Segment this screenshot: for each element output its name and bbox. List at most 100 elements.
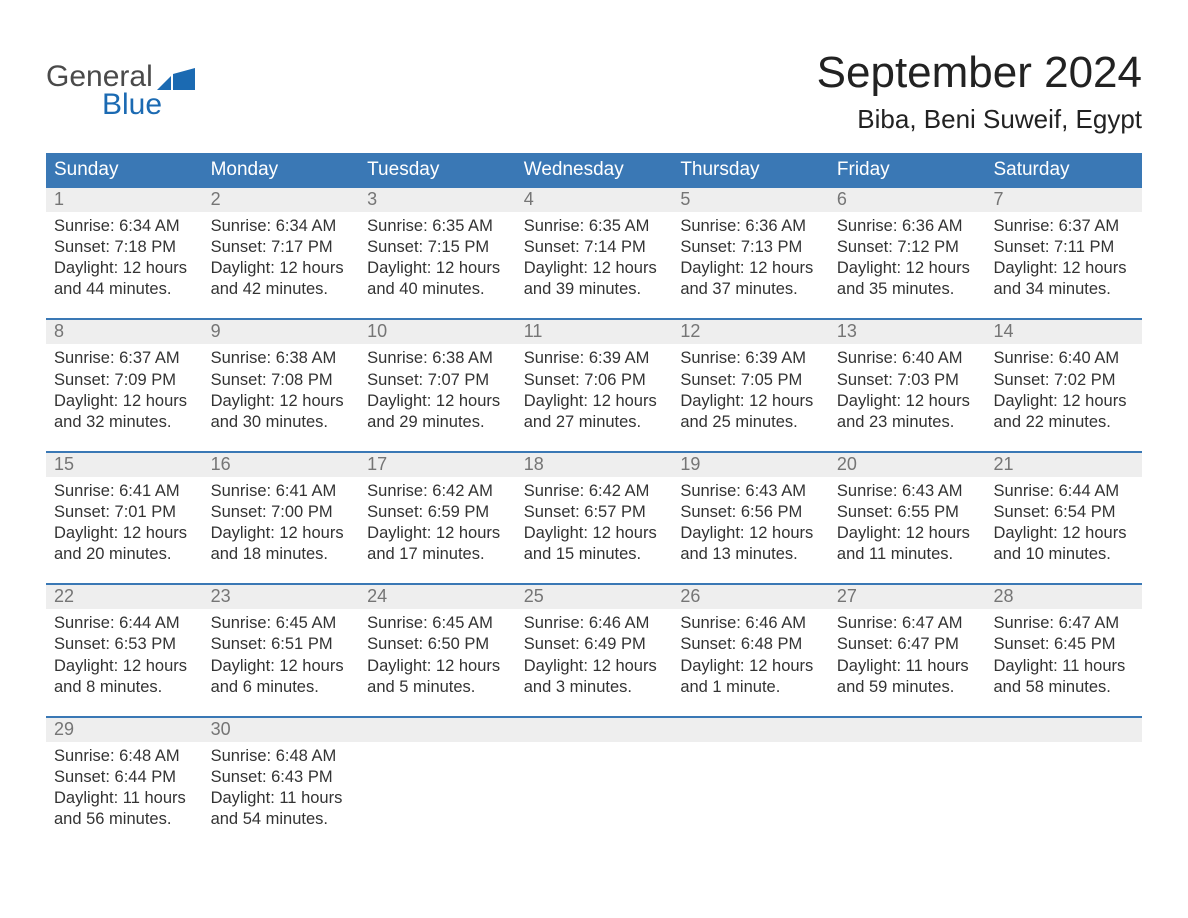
daylight-line-1: Daylight: 12 hours (211, 656, 352, 677)
daylight-line-1: Daylight: 12 hours (211, 391, 352, 412)
sunrise-line: Sunrise: 6:46 AM (524, 613, 665, 634)
daylight-line-1: Daylight: 12 hours (837, 391, 978, 412)
sunrise-line: Sunrise: 6:40 AM (993, 348, 1134, 369)
day-number: 21 (985, 453, 1142, 477)
sunrise-line: Sunrise: 6:44 AM (993, 481, 1134, 502)
daylight-line-2: and 23 minutes. (837, 412, 978, 433)
day-cell: Sunrise: 6:47 AMSunset: 6:47 PMDaylight:… (829, 609, 986, 697)
calendar-week: 22232425262728Sunrise: 6:44 AMSunset: 6:… (46, 583, 1142, 715)
day-number: 13 (829, 320, 986, 344)
daylight-line-2: and 6 minutes. (211, 677, 352, 698)
day-cell: Sunrise: 6:48 AMSunset: 6:43 PMDaylight:… (203, 742, 360, 830)
day-cell: Sunrise: 6:41 AMSunset: 7:01 PMDaylight:… (46, 477, 203, 565)
sunrise-line: Sunrise: 6:38 AM (367, 348, 508, 369)
sunrise-line: Sunrise: 6:37 AM (54, 348, 195, 369)
sunset-line: Sunset: 7:12 PM (837, 237, 978, 258)
weekday-header: Monday (203, 153, 360, 188)
calendar-week: 1234567Sunrise: 6:34 AMSunset: 7:18 PMDa… (46, 188, 1142, 318)
daylight-line-1: Daylight: 12 hours (54, 391, 195, 412)
calendar-week: 2930Sunrise: 6:48 AMSunset: 6:44 PMDayli… (46, 716, 1142, 848)
day-number (516, 718, 673, 742)
sunrise-line: Sunrise: 6:47 AM (837, 613, 978, 634)
sunrise-line: Sunrise: 6:43 AM (680, 481, 821, 502)
sunrise-line: Sunrise: 6:36 AM (680, 216, 821, 237)
day-cell: Sunrise: 6:48 AMSunset: 6:44 PMDaylight:… (46, 742, 203, 830)
day-number: 9 (203, 320, 360, 344)
day-number: 19 (672, 453, 829, 477)
day-number: 17 (359, 453, 516, 477)
day-cell: Sunrise: 6:34 AMSunset: 7:18 PMDaylight:… (46, 212, 203, 300)
daylight-line-1: Daylight: 12 hours (524, 656, 665, 677)
day-number-row: 15161718192021 (46, 453, 1142, 477)
daylight-line-2: and 18 minutes. (211, 544, 352, 565)
day-cell: Sunrise: 6:35 AMSunset: 7:14 PMDaylight:… (516, 212, 673, 300)
day-number-row: 891011121314 (46, 320, 1142, 344)
day-number: 2 (203, 188, 360, 212)
day-cell: Sunrise: 6:44 AMSunset: 6:54 PMDaylight:… (985, 477, 1142, 565)
day-number-row: 1234567 (46, 188, 1142, 212)
day-number: 29 (46, 718, 203, 742)
sunrise-line: Sunrise: 6:35 AM (524, 216, 665, 237)
sunset-line: Sunset: 6:54 PM (993, 502, 1134, 523)
day-number (829, 718, 986, 742)
day-number: 3 (359, 188, 516, 212)
daylight-line-1: Daylight: 12 hours (837, 523, 978, 544)
day-data-row: Sunrise: 6:48 AMSunset: 6:44 PMDaylight:… (46, 742, 1142, 848)
header-row: General Blue September 2024 Biba, Beni S… (46, 48, 1142, 135)
daylight-line-1: Daylight: 12 hours (837, 258, 978, 279)
day-number: 8 (46, 320, 203, 344)
sunrise-line: Sunrise: 6:48 AM (211, 746, 352, 767)
daylight-line-1: Daylight: 12 hours (54, 258, 195, 279)
daylight-line-2: and 58 minutes. (993, 677, 1134, 698)
sunset-line: Sunset: 6:43 PM (211, 767, 352, 788)
sunrise-line: Sunrise: 6:36 AM (837, 216, 978, 237)
sunset-line: Sunset: 6:49 PM (524, 634, 665, 655)
sunset-line: Sunset: 6:59 PM (367, 502, 508, 523)
sunset-line: Sunset: 7:01 PM (54, 502, 195, 523)
daylight-line-2: and 22 minutes. (993, 412, 1134, 433)
day-cell (359, 742, 516, 830)
sunrise-line: Sunrise: 6:39 AM (524, 348, 665, 369)
weekday-header: Thursday (672, 153, 829, 188)
daylight-line-1: Daylight: 12 hours (524, 258, 665, 279)
sunset-line: Sunset: 6:47 PM (837, 634, 978, 655)
day-cell (672, 742, 829, 830)
sunset-line: Sunset: 6:53 PM (54, 634, 195, 655)
daylight-line-2: and 35 minutes. (837, 279, 978, 300)
daylight-line-1: Daylight: 11 hours (54, 788, 195, 809)
daylight-line-2: and 3 minutes. (524, 677, 665, 698)
weekday-header: Friday (829, 153, 986, 188)
day-cell: Sunrise: 6:46 AMSunset: 6:48 PMDaylight:… (672, 609, 829, 697)
sunrise-line: Sunrise: 6:39 AM (680, 348, 821, 369)
sunset-line: Sunset: 7:09 PM (54, 370, 195, 391)
daylight-line-1: Daylight: 12 hours (680, 391, 821, 412)
brand-line2: Blue (46, 90, 226, 120)
day-data-row: Sunrise: 6:34 AMSunset: 7:18 PMDaylight:… (46, 212, 1142, 318)
sunset-line: Sunset: 6:56 PM (680, 502, 821, 523)
day-cell: Sunrise: 6:46 AMSunset: 6:49 PMDaylight:… (516, 609, 673, 697)
daylight-line-2: and 56 minutes. (54, 809, 195, 830)
day-number: 28 (985, 585, 1142, 609)
sunrise-line: Sunrise: 6:47 AM (993, 613, 1134, 634)
sunrise-line: Sunrise: 6:34 AM (54, 216, 195, 237)
day-cell (516, 742, 673, 830)
sunrise-line: Sunrise: 6:46 AM (680, 613, 821, 634)
daylight-line-2: and 1 minute. (680, 677, 821, 698)
day-number: 26 (672, 585, 829, 609)
daylight-line-2: and 40 minutes. (367, 279, 508, 300)
daylight-line-1: Daylight: 12 hours (54, 523, 195, 544)
day-number: 14 (985, 320, 1142, 344)
day-cell: Sunrise: 6:42 AMSunset: 6:57 PMDaylight:… (516, 477, 673, 565)
day-cell: Sunrise: 6:37 AMSunset: 7:09 PMDaylight:… (46, 344, 203, 432)
day-data-row: Sunrise: 6:44 AMSunset: 6:53 PMDaylight:… (46, 609, 1142, 715)
sunset-line: Sunset: 6:44 PM (54, 767, 195, 788)
weekday-header: Saturday (985, 153, 1142, 188)
day-cell: Sunrise: 6:44 AMSunset: 6:53 PMDaylight:… (46, 609, 203, 697)
daylight-line-1: Daylight: 11 hours (211, 788, 352, 809)
daylight-line-2: and 8 minutes. (54, 677, 195, 698)
day-number: 4 (516, 188, 673, 212)
sunset-line: Sunset: 7:05 PM (680, 370, 821, 391)
daylight-line-2: and 59 minutes. (837, 677, 978, 698)
daylight-line-2: and 13 minutes. (680, 544, 821, 565)
sunset-line: Sunset: 7:15 PM (367, 237, 508, 258)
